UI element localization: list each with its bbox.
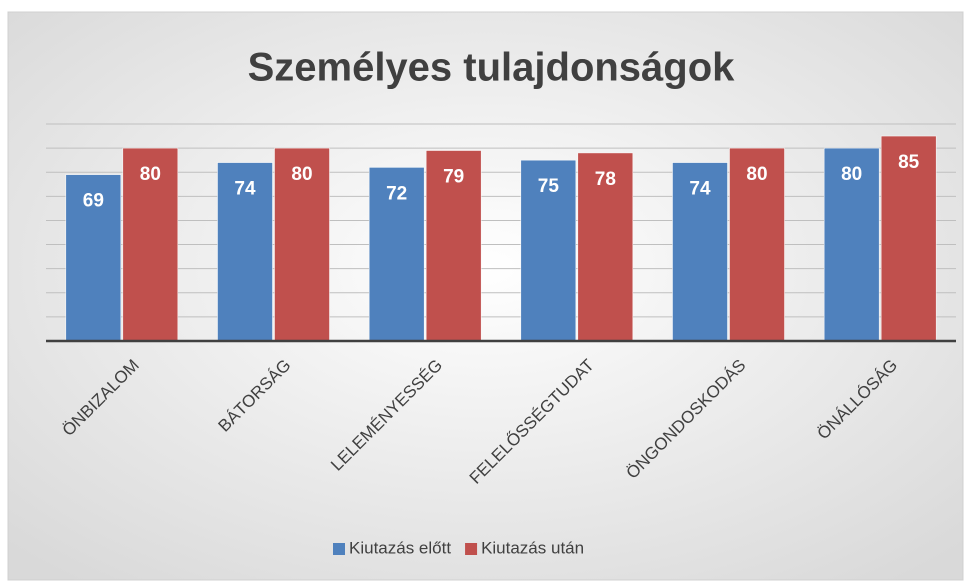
legend-label: Kiutazás után bbox=[481, 538, 584, 557]
data-label: 80 bbox=[291, 164, 312, 185]
legend-swatch bbox=[465, 543, 478, 555]
bar bbox=[729, 147, 785, 342]
data-label: 80 bbox=[746, 164, 767, 185]
legend-label: Kiutazás előtt bbox=[349, 538, 451, 557]
chart-title: Személyes tulajdonságok bbox=[248, 46, 736, 90]
bar bbox=[65, 174, 122, 342]
data-label: 80 bbox=[140, 164, 161, 185]
data-label: 74 bbox=[689, 179, 711, 200]
bar bbox=[823, 147, 880, 342]
bar bbox=[520, 159, 577, 342]
bar bbox=[672, 162, 728, 342]
data-label: 85 bbox=[898, 152, 920, 173]
data-label: 74 bbox=[234, 179, 256, 200]
bar bbox=[880, 135, 937, 342]
bar bbox=[577, 152, 634, 342]
data-label: 78 bbox=[595, 169, 616, 190]
legend: Kiutazás előtt Kiutazás után bbox=[333, 538, 584, 557]
data-label: 69 bbox=[83, 191, 104, 212]
data-label: 79 bbox=[443, 167, 464, 188]
data-label: 72 bbox=[386, 183, 407, 204]
data-label: 80 bbox=[841, 164, 862, 185]
bar bbox=[217, 162, 273, 342]
legend-swatch bbox=[333, 543, 345, 555]
data-label: 75 bbox=[538, 176, 560, 197]
bar bbox=[368, 167, 425, 342]
bar bbox=[425, 150, 482, 342]
bar bbox=[274, 147, 330, 342]
